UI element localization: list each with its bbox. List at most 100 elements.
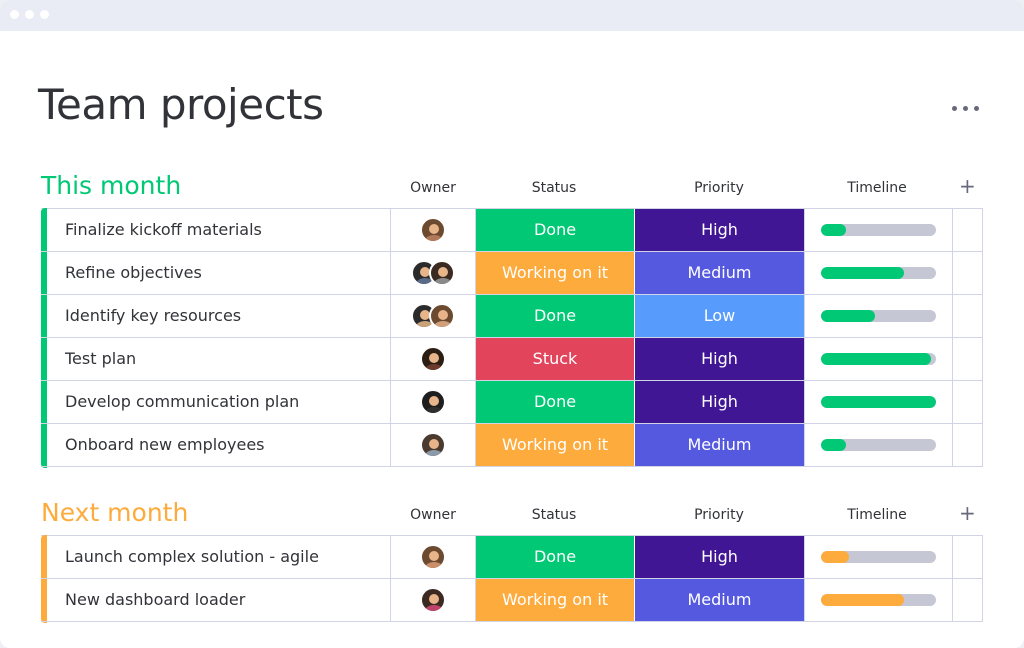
timeline-cell[interactable] — [804, 579, 953, 621]
priority-label[interactable]: Medium — [635, 252, 804, 294]
timeline-column-header[interactable]: Timeline — [847, 180, 907, 196]
status-label[interactable]: Working on it — [476, 579, 635, 621]
empty-cell — [953, 579, 983, 621]
priority-column-header[interactable]: Priority — [694, 180, 744, 196]
owner-cell[interactable] — [391, 579, 476, 621]
owner-avatars — [420, 544, 446, 570]
timeline-bar[interactable] — [821, 439, 936, 451]
owner-cell[interactable] — [391, 381, 476, 423]
avatar[interactable] — [420, 432, 446, 458]
avatar[interactable] — [429, 303, 455, 329]
timeline-bar[interactable] — [821, 267, 936, 279]
window-dot-icon[interactable] — [10, 10, 19, 19]
avatar[interactable] — [420, 346, 446, 372]
window-dot-icon[interactable] — [25, 10, 34, 19]
table-row[interactable]: Launch complex solution - agile Done High — [41, 536, 983, 579]
item-name[interactable]: Refine objectives — [41, 252, 391, 294]
empty-cell — [953, 209, 983, 251]
empty-cell — [953, 295, 983, 337]
item-name[interactable]: Launch complex solution - agile — [41, 536, 391, 578]
group-title[interactable]: Next month — [41, 498, 189, 527]
timeline-bar[interactable] — [821, 396, 936, 408]
status-label[interactable]: Done — [476, 381, 635, 423]
item-name[interactable]: Develop communication plan — [41, 381, 391, 423]
owner-column-header[interactable]: Owner — [410, 507, 456, 523]
empty-cell — [953, 338, 983, 380]
timeline-cell[interactable] — [804, 252, 953, 294]
timeline-cell[interactable] — [804, 209, 953, 251]
table-row[interactable]: Finalize kickoff materials Done High — [41, 209, 983, 252]
owner-cell[interactable] — [391, 424, 476, 466]
page-title: Team projects — [38, 80, 324, 129]
timeline-cell[interactable] — [804, 536, 953, 578]
owner-column-header[interactable]: Owner — [410, 180, 456, 196]
owner-avatars — [420, 587, 446, 613]
priority-column-header[interactable]: Priority — [694, 507, 744, 523]
table-row[interactable]: New dashboard loader Working on it Medium — [41, 579, 983, 622]
priority-label[interactable]: High — [635, 209, 804, 251]
status-label[interactable]: Done — [476, 209, 635, 251]
table-row[interactable]: Develop communication plan Done High — [41, 381, 983, 424]
group-color-bar — [41, 535, 47, 623]
timeline-cell[interactable] — [804, 295, 953, 337]
owner-cell[interactable] — [391, 338, 476, 380]
timeline-progress — [821, 439, 847, 451]
group-header: This month Owner Status Priority Timeline + — [41, 170, 983, 216]
owner-cell[interactable] — [391, 536, 476, 578]
timeline-progress — [821, 396, 936, 408]
timeline-cell[interactable] — [804, 381, 953, 423]
priority-label[interactable]: High — [635, 536, 804, 578]
owner-avatars — [411, 303, 455, 329]
timeline-bar[interactable] — [821, 224, 936, 236]
timeline-cell[interactable] — [804, 338, 953, 380]
priority-label[interactable]: Medium — [635, 579, 804, 621]
table-row[interactable]: Identify key resources Done Low — [41, 295, 983, 338]
timeline-column-header[interactable]: Timeline — [847, 507, 907, 523]
status-label[interactable]: Done — [476, 536, 635, 578]
table-row[interactable]: Onboard new employees Working on it Medium — [41, 424, 983, 467]
owner-cell[interactable] — [391, 295, 476, 337]
owner-avatars — [420, 346, 446, 372]
timeline-progress — [821, 353, 932, 365]
empty-cell — [953, 424, 983, 466]
avatar[interactable] — [420, 217, 446, 243]
status-column-header[interactable]: Status — [531, 180, 577, 196]
status-label[interactable]: Working on it — [476, 424, 635, 466]
timeline-bar[interactable] — [821, 594, 936, 606]
group: This month Owner Status Priority Timeline + Fi… — [41, 170, 983, 468]
owner-avatars — [420, 389, 446, 415]
timeline-progress — [821, 267, 904, 279]
status-column-header[interactable]: Status — [531, 507, 577, 523]
priority-label[interactable]: Medium — [635, 424, 804, 466]
item-name[interactable]: Finalize kickoff materials — [41, 209, 391, 251]
owner-cell[interactable] — [391, 209, 476, 251]
status-label[interactable]: Done — [476, 295, 635, 337]
timeline-cell[interactable] — [804, 424, 953, 466]
add-column-icon[interactable]: + — [959, 174, 976, 198]
more-options-icon[interactable] — [952, 98, 986, 118]
owner-cell[interactable] — [391, 252, 476, 294]
priority-label[interactable]: Low — [635, 295, 804, 337]
avatar[interactable] — [420, 544, 446, 570]
timeline-bar[interactable] — [821, 310, 936, 322]
group-title[interactable]: This month — [41, 171, 182, 200]
status-label[interactable]: Stuck — [476, 338, 635, 380]
timeline-bar[interactable] — [821, 353, 936, 365]
item-name[interactable]: Onboard new employees — [41, 424, 391, 466]
table-row[interactable]: Test plan Stuck High — [41, 338, 983, 381]
priority-label[interactable]: High — [635, 381, 804, 423]
item-name[interactable]: New dashboard loader — [41, 579, 391, 621]
window-dot-icon[interactable] — [40, 10, 49, 19]
avatar[interactable] — [420, 587, 446, 613]
item-name[interactable]: Test plan — [41, 338, 391, 380]
avatar[interactable] — [420, 389, 446, 415]
priority-label[interactable]: High — [635, 338, 804, 380]
avatar[interactable] — [429, 260, 455, 286]
status-label[interactable]: Working on it — [476, 252, 635, 294]
timeline-bar[interactable] — [821, 551, 936, 563]
add-column-icon[interactable]: + — [959, 501, 976, 525]
empty-cell — [953, 381, 983, 423]
item-name[interactable]: Identify key resources — [41, 295, 391, 337]
title-bar — [0, 0, 1024, 31]
table-row[interactable]: Refine objectives Working on it Medium — [41, 252, 983, 295]
